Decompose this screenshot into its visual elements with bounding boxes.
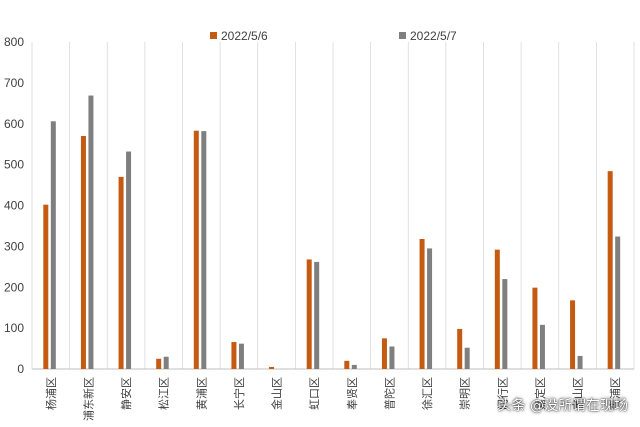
y-tick-label: 100	[4, 321, 24, 335]
legend: 2022/5/6 2022/5/7	[210, 29, 457, 43]
bar-2022/5/7	[201, 131, 207, 369]
bar-2022/5/6	[344, 360, 350, 369]
x-tick-label: 闵行区	[495, 377, 509, 410]
legend-swatch	[399, 32, 406, 39]
x-tick-label: 静安区	[119, 377, 133, 410]
y-tick-label: 0	[17, 362, 24, 376]
bar-2022/5/6	[457, 328, 463, 369]
x-tick-label: 青浦区	[609, 377, 622, 410]
bar-2022/5/6	[156, 358, 162, 369]
y-tick-label: 600	[4, 117, 24, 131]
bar-2022/5/7	[577, 355, 583, 369]
bar-2022/5/7	[464, 347, 470, 369]
x-tick-label: 普陀区	[382, 377, 396, 410]
bar-2022/5/6	[43, 204, 49, 369]
legend-swatch	[210, 32, 217, 39]
x-tick-label: 长宁区	[232, 377, 246, 410]
bar-2022/5/6	[532, 287, 538, 369]
bar-2022/5/7	[539, 324, 545, 369]
x-tick-label: 杨浦区	[44, 377, 58, 410]
y-tick-label: 700	[4, 76, 24, 90]
x-tick-label: 崇明区	[459, 377, 472, 410]
x-axis: 杨浦区 浦东新区 静安区 松江区 黄浦区 长宁区 金山区 虹口区 奉贤区 普陀区 徐汇区 崇明区 闵行区…	[44, 377, 622, 421]
bar-2022/5/6	[419, 239, 425, 369]
x-tick-label: 宝山区	[571, 377, 585, 410]
bar-2022/5/7	[314, 261, 320, 369]
bar-2022/5/7	[126, 151, 132, 369]
bar-2022/5/7	[389, 346, 395, 369]
watermark: 头条 @没所谓在现场	[497, 398, 628, 414]
bar-2022/5/6	[494, 249, 500, 369]
x-tick-label: 徐汇区	[420, 377, 434, 410]
bar-2022/5/6	[80, 136, 86, 369]
bar-2022/5/6	[306, 259, 312, 369]
bar-2022/5/6	[570, 300, 576, 369]
x-tick-label: 嘉定区	[533, 377, 547, 410]
y-axis: 0 100 200 300 400 500 600 700 800	[4, 35, 24, 376]
bar-2022/5/6	[193, 130, 199, 369]
bar-2022/5/6	[269, 366, 275, 369]
bar-2022/5/6	[231, 342, 237, 369]
bar-2022/5/7	[351, 364, 357, 369]
bar-2022/5/7	[50, 121, 56, 369]
bar-2022/5/7	[615, 236, 621, 369]
bar-2022/5/7	[238, 343, 244, 369]
x-tick-label: 松江区	[157, 377, 171, 410]
y-tick-label: 800	[4, 35, 24, 49]
bar-2022/5/7	[88, 95, 94, 369]
bar-2022/5/7	[163, 356, 169, 369]
y-tick-label: 300	[4, 239, 24, 253]
gridlines	[31, 42, 635, 370]
bar-2022/5/7	[427, 248, 433, 369]
bar-2022/5/7	[502, 279, 508, 369]
bar-2022/5/6	[607, 171, 613, 369]
x-tick-label: 黄浦区	[194, 377, 208, 410]
x-tick-label: 金山区	[270, 377, 284, 410]
bars	[43, 95, 621, 369]
y-tick-label: 200	[4, 280, 24, 294]
legend-label: 2022/5/6	[221, 29, 268, 43]
y-tick-label: 500	[4, 158, 24, 172]
x-tick-label: 虹口区	[308, 377, 321, 410]
bar-2022/5/6	[381, 338, 387, 369]
bar-2022/5/6	[118, 176, 124, 369]
x-tick-label: 浦东新区	[81, 377, 95, 421]
x-tick-label: 奉贤区	[345, 377, 359, 410]
legend-label: 2022/5/7	[410, 29, 457, 43]
y-tick-label: 400	[4, 199, 24, 213]
